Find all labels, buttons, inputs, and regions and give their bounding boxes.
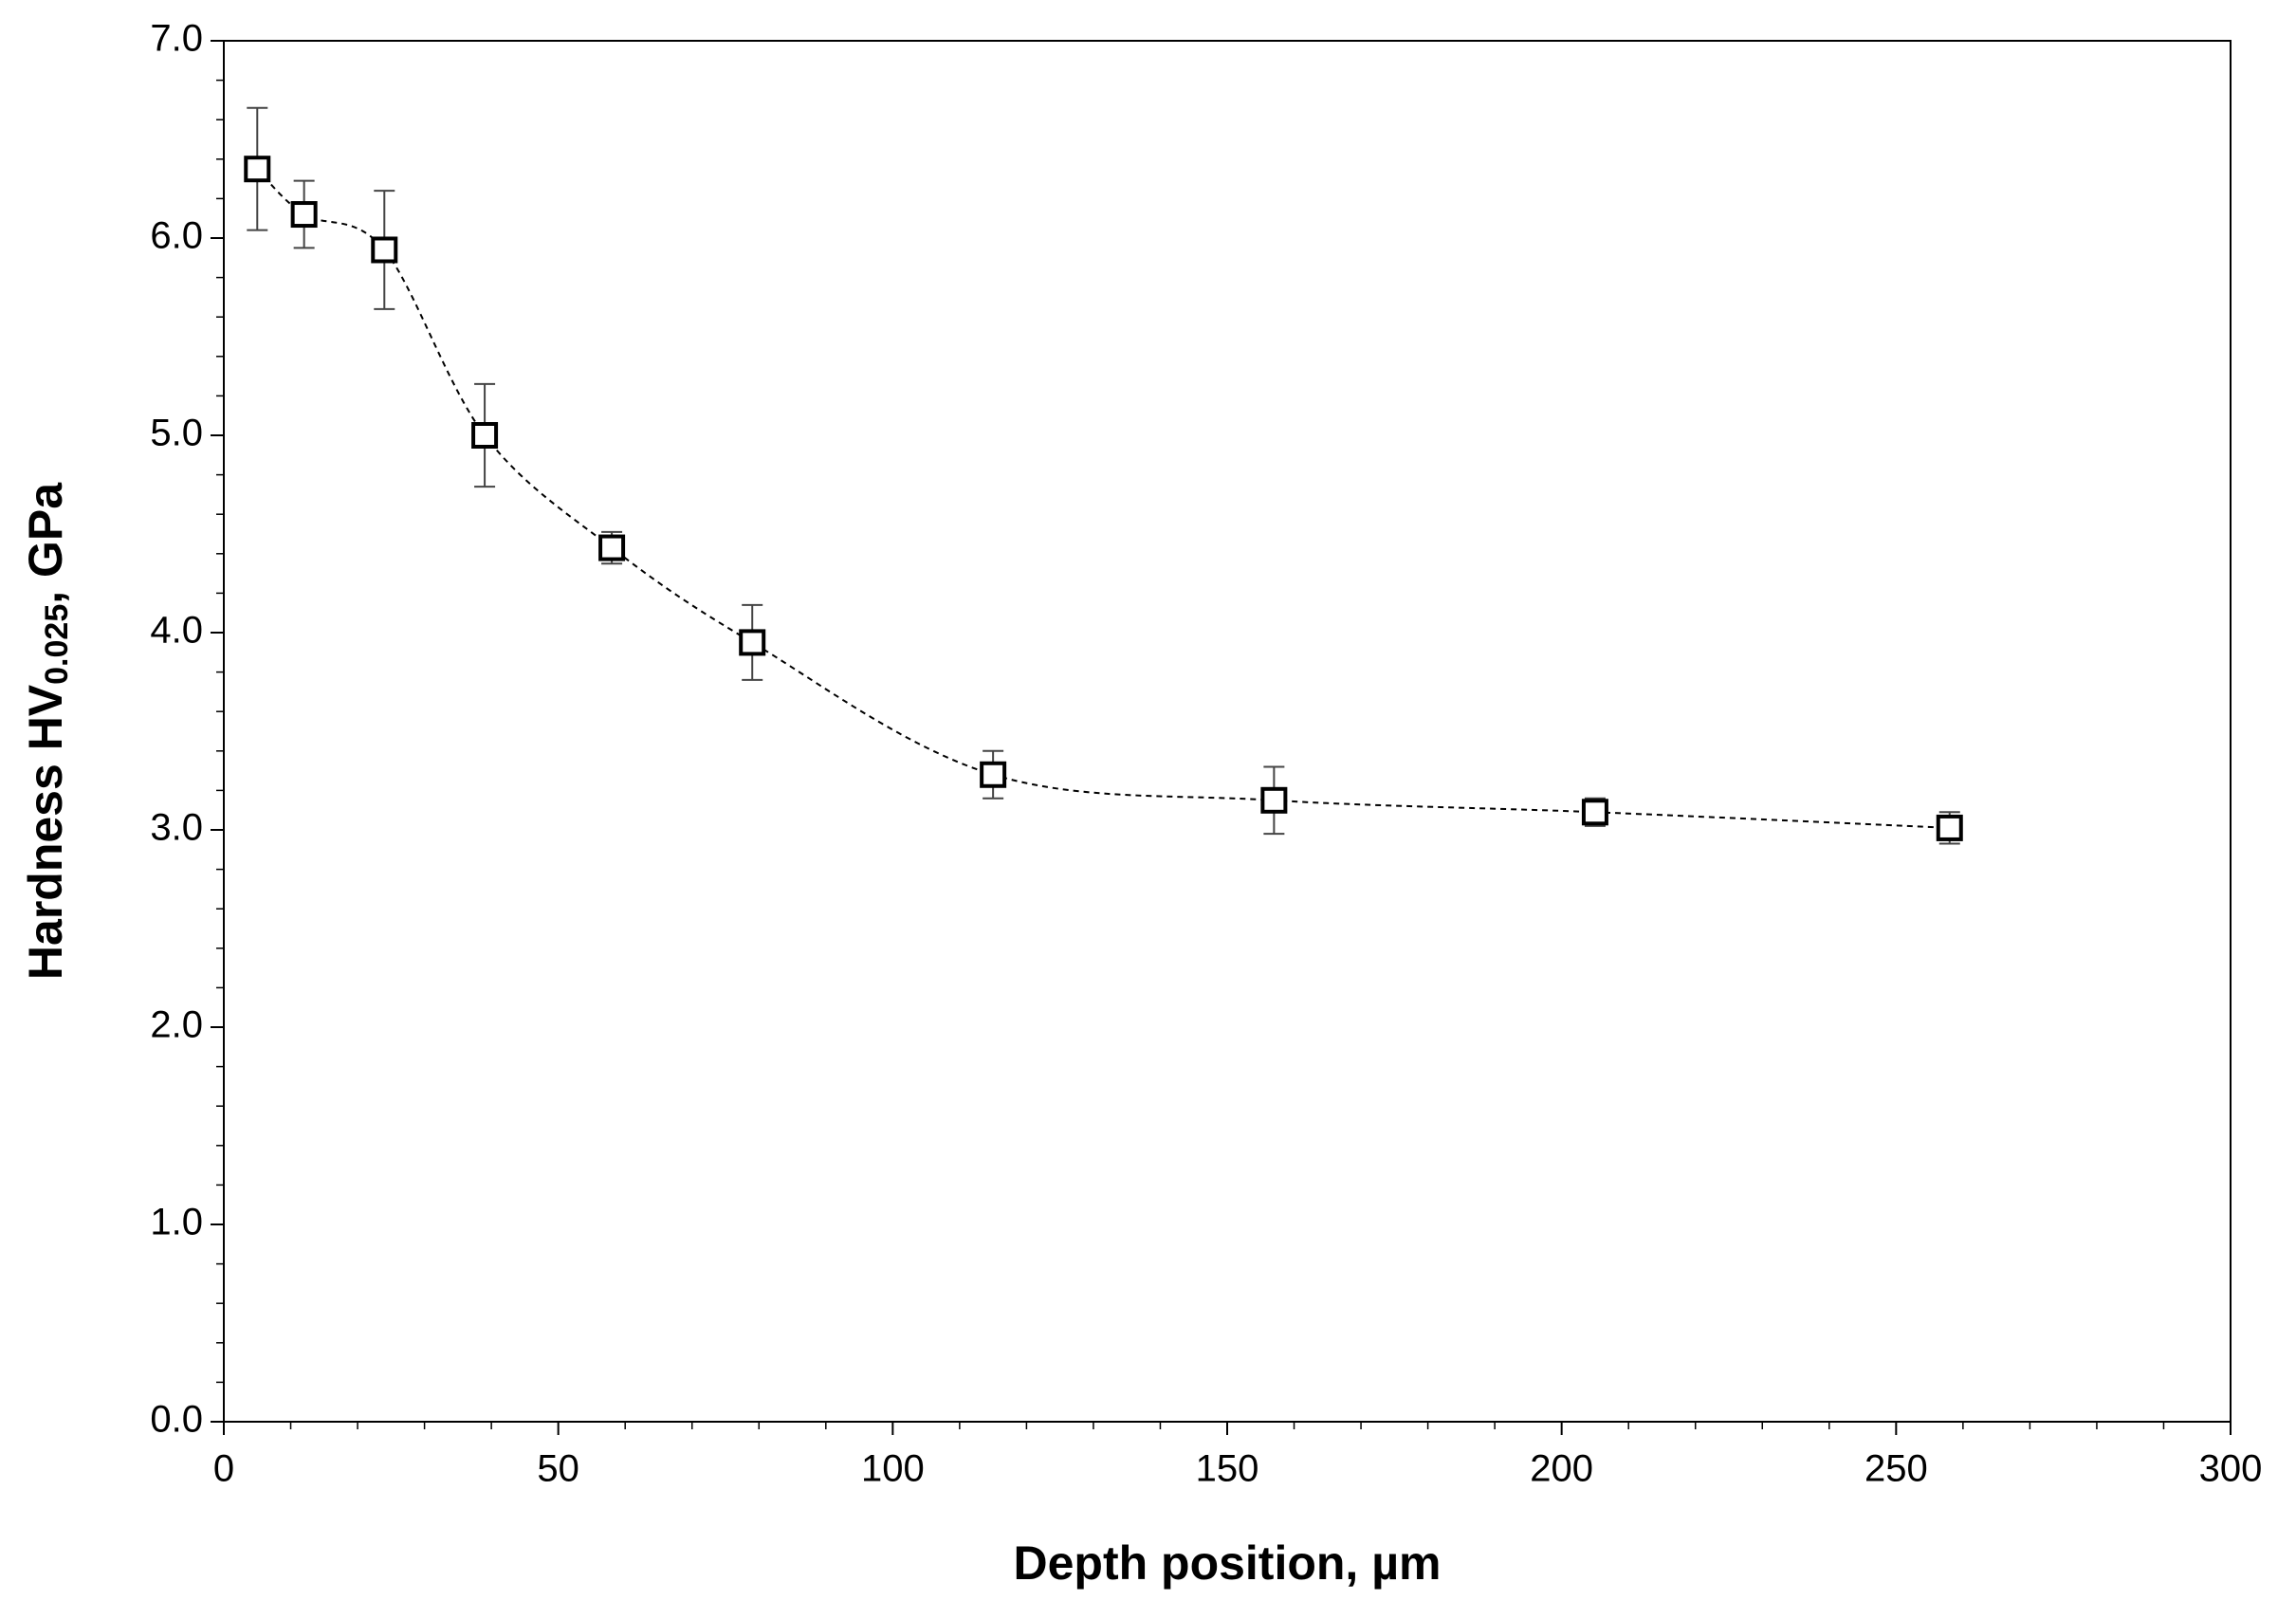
marker (980, 761, 1007, 788)
y-label-subscript: 0.025 (39, 604, 75, 685)
y-tick-label: 5.0 (150, 413, 203, 454)
x-tick-label: 200 (1530, 1448, 1593, 1490)
x-tick-label: 100 (861, 1448, 925, 1490)
y-label-text: Hardness HV (19, 684, 72, 980)
marker (1260, 786, 1288, 814)
x-tick-label: 50 (537, 1448, 579, 1490)
marker (371, 236, 398, 264)
y-tick-label: 2.0 (150, 1004, 203, 1046)
marker (598, 534, 626, 561)
x-tick-label: 150 (1196, 1448, 1259, 1490)
y-tick-label: 6.0 (150, 215, 203, 257)
x-tick-label: 250 (1864, 1448, 1928, 1490)
marker (471, 422, 499, 449)
marker (739, 629, 766, 656)
data-line (256, 168, 1950, 829)
x-axis-label: Depth position, µm (1013, 1536, 1441, 1590)
marker (1936, 814, 1963, 841)
y-tick-label: 4.0 (150, 610, 203, 652)
marker (1581, 799, 1608, 826)
plot-frame (223, 40, 2232, 1423)
y-tick-label: 1.0 (150, 1202, 203, 1243)
y-label-suffix: , GPa (19, 482, 72, 604)
y-axis-label: Hardness HV0.025, GPa (19, 482, 75, 980)
marker (290, 201, 318, 229)
x-tick-label: 300 (2199, 1448, 2263, 1490)
y-tick-label: 3.0 (150, 807, 203, 849)
marker (244, 156, 271, 183)
y-tick-label: 7.0 (150, 18, 203, 60)
x-tick-label: 0 (213, 1448, 234, 1490)
y-tick-label: 0.0 (150, 1399, 203, 1441)
